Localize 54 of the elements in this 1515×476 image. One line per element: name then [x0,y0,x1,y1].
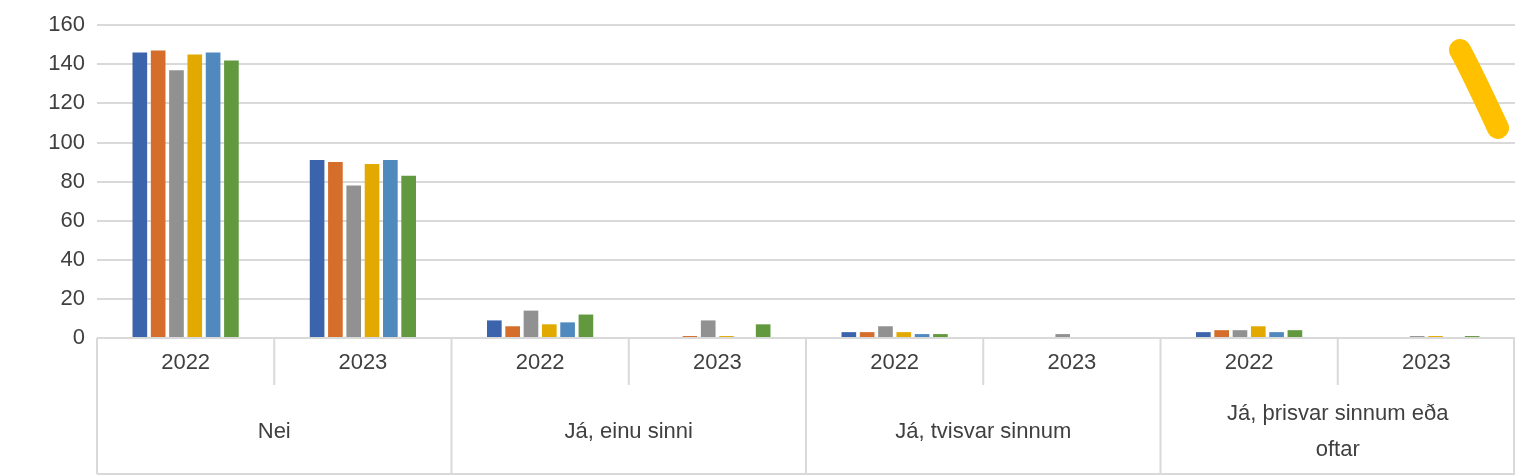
bar [560,322,575,337]
y-tick-label: 120 [48,89,85,115]
x-tick-label: 2022 [515,349,565,375]
bar [1287,330,1303,337]
bar [700,320,716,337]
bar [309,160,325,337]
bar [401,175,416,337]
bar [1250,326,1266,337]
x-tick-label: 2022 [1224,349,1274,375]
text: Já, einu sinni [564,418,693,444]
y-tick-label: 40 [60,245,85,271]
x-tick-label: 2022 [870,349,920,375]
y-tick-label: 80 [60,167,85,193]
bar [896,332,912,337]
bar [150,50,166,337]
bar [205,52,221,337]
bar [132,52,148,337]
y-tick-label: 0 [72,324,85,350]
bar [487,320,502,337]
text: Já, tvisvar sinnum [895,418,1072,444]
bar [1214,330,1229,337]
x-tick-label: 2023 [1401,349,1451,375]
y-tick-label: 60 [60,206,85,232]
bar [859,332,875,337]
y-tick-label: 20 [60,284,85,310]
x-tick-label: 2023 [338,349,388,375]
bar [933,334,948,337]
x-tick-label: 2023 [692,349,742,375]
y-tick-label: 160 [48,11,85,37]
bar [1269,332,1284,337]
x-tick-label: 2023 [1047,349,1097,375]
bar [169,70,184,337]
bar [578,314,594,337]
y-tick-label: 100 [48,128,85,154]
text: Nei [257,418,291,444]
text: Já, þrisvar sinnum eða oftar [1227,400,1450,462]
bar [187,54,203,337]
bar [1196,332,1211,337]
bar [878,326,893,337]
bar [541,324,557,337]
bar [841,332,857,337]
bar [328,162,343,337]
bar [346,185,362,337]
bar [914,334,930,337]
bar [505,326,520,337]
bar [383,160,398,337]
bar [224,60,239,337]
y-tick-label: 140 [48,50,85,76]
bar [364,164,380,337]
bar [1055,334,1071,337]
bar [755,324,771,337]
bar [1232,330,1248,337]
bar [523,310,539,337]
x-tick-label: 2022 [161,349,211,375]
